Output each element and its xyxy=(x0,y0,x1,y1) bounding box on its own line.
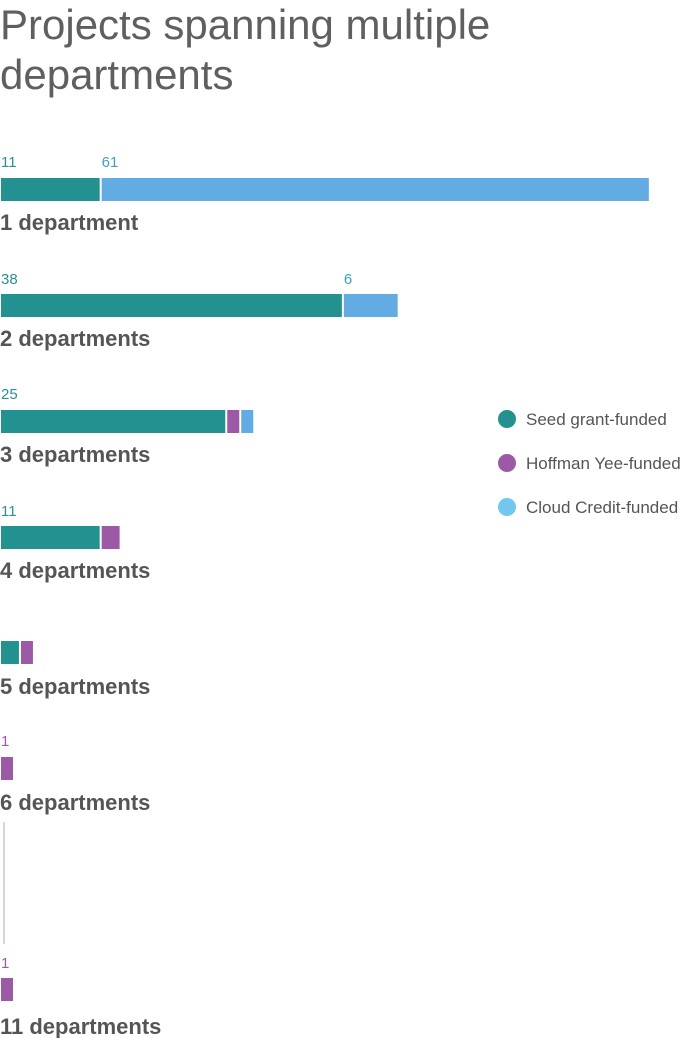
legend-label-2: Hoffman Yee-funded xyxy=(526,454,681,473)
data-label-2-1: 38 xyxy=(1,271,18,288)
bar-seed-grant-funded-4 xyxy=(1,526,100,549)
legend-marker-3 xyxy=(498,498,516,516)
bar-seed-grant-funded-5 xyxy=(1,641,19,664)
chart-title-line-1: Projects spanning multiple xyxy=(0,1,491,48)
category-label-2: 2 departments xyxy=(0,326,150,351)
bar-hoffman-yee-funded-6 xyxy=(1,757,13,780)
data-label-6-1: 1 xyxy=(1,733,9,750)
category-label-3: 3 departments xyxy=(0,442,150,467)
bar-hoffman-yee-funded-3 xyxy=(227,410,240,433)
legend-label-3: Cloud Credit-funded xyxy=(526,498,678,517)
data-label-3-1: 25 xyxy=(1,386,18,403)
bar-seed-grant-funded-2 xyxy=(1,294,342,317)
bar-hoffman-yee-funded-5 xyxy=(20,641,33,664)
category-label-6: 6 departments xyxy=(0,790,150,815)
bar-cloud-credit-funded-3 xyxy=(241,410,254,433)
data-label-4-1: 11 xyxy=(1,503,17,520)
chart-title: Projects spanning multiple departments xyxy=(0,0,490,100)
bar-cloud-credit-funded-1 xyxy=(101,178,649,201)
bar-seed-grant-funded-3 xyxy=(1,410,226,433)
data-label-1-2: 61 xyxy=(102,154,119,171)
category-label-1: 1 department xyxy=(0,210,139,235)
category-label-5: 5 departments xyxy=(0,674,150,699)
category-label-4: 4 departments xyxy=(0,558,150,583)
bar-seed-grant-funded-1 xyxy=(1,178,100,201)
bar-hoffman-yee-funded-7 xyxy=(1,978,13,1001)
data-label-7-1: 1 xyxy=(1,955,9,972)
bar-hoffman-yee-funded-4 xyxy=(101,526,120,549)
legend-marker-1 xyxy=(498,410,516,428)
data-label-2-2: 6 xyxy=(344,271,352,288)
data-label-1-1: 11 xyxy=(1,154,17,171)
legend-label-1: Seed grant-funded xyxy=(526,410,667,429)
chart-title-line-2: departments xyxy=(0,51,234,98)
legend-marker-2 xyxy=(498,454,516,472)
bar-cloud-credit-funded-2 xyxy=(343,294,398,317)
category-label-7: 11 departments xyxy=(0,1014,161,1038)
